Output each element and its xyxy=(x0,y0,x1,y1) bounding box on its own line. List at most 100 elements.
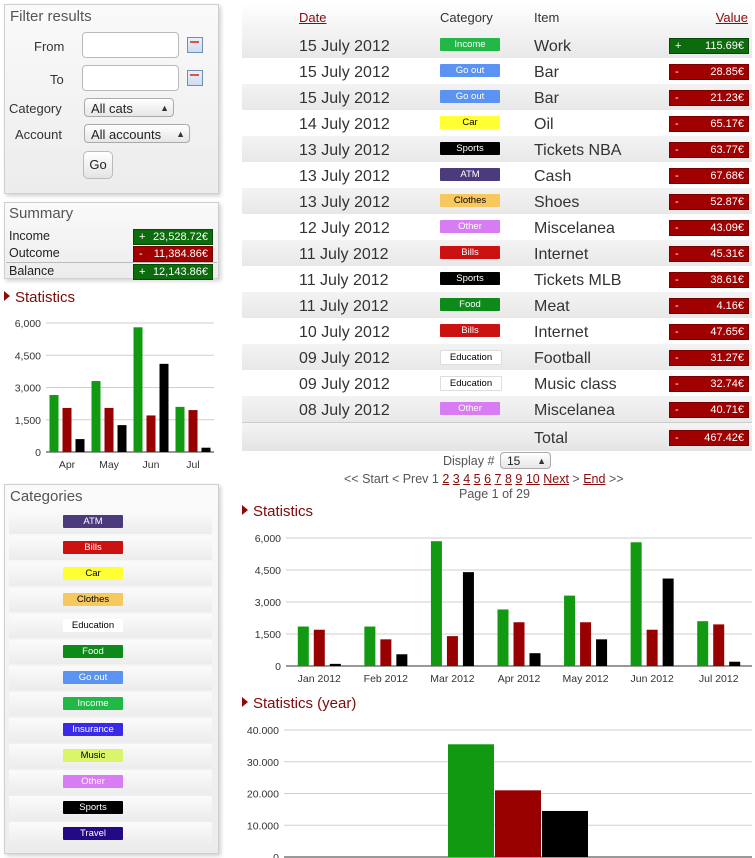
from-label: From xyxy=(34,39,65,54)
chart-bar xyxy=(448,744,494,857)
category-item[interactable]: Travel xyxy=(9,822,212,846)
page-link[interactable]: 7 xyxy=(494,472,502,486)
category-badge: Income xyxy=(63,697,123,710)
page-link[interactable]: 8 xyxy=(504,472,512,486)
row-category-badge: Sports xyxy=(440,272,500,285)
category-item[interactable]: Insurance xyxy=(9,718,212,742)
row-amount: 65.17€ xyxy=(710,118,744,130)
table-row[interactable]: 15 July 2012 Income Work +115.69€ xyxy=(242,32,752,58)
x-tick-label: Jun 2012 xyxy=(631,673,674,685)
to-date-input[interactable] xyxy=(82,65,179,91)
table-row[interactable]: 09 July 2012 Education Football - 31.27€ xyxy=(242,344,752,370)
page-link[interactable]: 2 xyxy=(442,472,450,486)
category-item[interactable]: Income xyxy=(9,692,212,716)
category-item[interactable]: Food xyxy=(9,640,212,664)
summary-sign: + xyxy=(139,231,146,243)
page-link[interactable]: 10 xyxy=(525,472,540,486)
table-row[interactable]: 11 July 2012 Food Meat - 4.16€ xyxy=(242,292,752,318)
summary-value: +12,143.86€ xyxy=(133,264,213,280)
end-link[interactable]: End xyxy=(583,472,606,486)
row-item: Cash xyxy=(534,168,572,185)
x-tick-label: Feb 2012 xyxy=(364,673,409,685)
chart-bar xyxy=(630,542,642,666)
pager-prefix: << Start < Prev xyxy=(344,472,429,486)
table-row[interactable]: 11 July 2012 Bills Internet - 45.31€ xyxy=(242,240,752,266)
category-item[interactable]: Go out xyxy=(9,666,212,690)
category-item[interactable]: Sports xyxy=(9,796,212,820)
category-select[interactable]: All cats ▲ xyxy=(84,98,174,117)
row-amount: 31.27€ xyxy=(710,352,744,364)
chart-bar xyxy=(75,439,85,452)
category-item[interactable]: ATM xyxy=(9,510,212,534)
category-item[interactable]: Music xyxy=(9,744,212,768)
row-amount: 45.31€ xyxy=(710,248,744,260)
x-tick-label: Jun xyxy=(143,459,160,471)
date-column-header[interactable]: Date xyxy=(299,10,327,25)
go-button[interactable]: Go xyxy=(83,151,113,179)
table-header: Date Category Item Value xyxy=(242,4,752,32)
page-link[interactable]: 4 xyxy=(463,472,471,486)
table-row[interactable]: 10 July 2012 Bills Internet - 47.65€ xyxy=(242,318,752,344)
page-link[interactable]: 3 xyxy=(452,472,460,486)
category-badge: Travel xyxy=(63,827,123,840)
page-link[interactable]: 9 xyxy=(515,472,523,486)
table-row[interactable]: 13 July 2012 ATM Cash - 67.68€ xyxy=(242,162,752,188)
category-item[interactable]: Car xyxy=(9,562,212,586)
category-item[interactable]: Education xyxy=(9,614,212,638)
category-item[interactable]: Bills xyxy=(9,536,212,560)
page-info: Page 1 of 29 xyxy=(459,487,530,501)
row-amount: 47.65€ xyxy=(710,326,744,338)
chart-bar xyxy=(117,425,127,452)
category-label: Category xyxy=(9,101,62,116)
table-row[interactable]: 09 July 2012 Education Music class - 32.74€ xyxy=(242,370,752,396)
category-select-value: All cats xyxy=(91,101,133,116)
row-category-badge: Car xyxy=(440,116,500,129)
row-date: 11 July 2012 xyxy=(299,298,389,315)
table-row[interactable]: 13 July 2012 Sports Tickets NBA - 63.77€ xyxy=(242,136,752,162)
calendar-icon[interactable] xyxy=(187,37,203,53)
next-link[interactable]: Next xyxy=(543,472,569,486)
category-badge: Go out xyxy=(63,671,123,684)
table-row[interactable]: 13 July 2012 Clothes Shoes - 52.87€ xyxy=(242,188,752,214)
chart-bar xyxy=(446,636,458,666)
category-item[interactable]: Clothes xyxy=(9,588,212,612)
chart-bar xyxy=(104,407,114,452)
table-row[interactable]: 15 July 2012 Go out Bar - 28.85€ xyxy=(242,58,752,84)
page-link[interactable]: 5 xyxy=(473,472,481,486)
table-row[interactable]: 14 July 2012 Car Oil - 65.17€ xyxy=(242,110,752,136)
value-column-header[interactable]: Value xyxy=(715,10,748,25)
display-count-select[interactable]: 15 ▲ xyxy=(500,452,551,469)
chart-bar xyxy=(662,578,674,666)
triangle-icon xyxy=(242,505,248,515)
page-link[interactable]: 6 xyxy=(484,472,492,486)
account-select[interactable]: All accounts ▲ xyxy=(84,124,190,143)
chart-bar xyxy=(542,810,588,857)
row-item: Internet xyxy=(534,246,589,263)
category-item[interactable]: Other xyxy=(9,770,212,794)
filter-title: Filter results xyxy=(10,8,92,25)
row-item: Bar xyxy=(534,90,559,107)
row-sign: - xyxy=(675,118,679,130)
row-item: Oil xyxy=(534,116,554,133)
chart-bar xyxy=(62,407,72,452)
summary-title: Summary xyxy=(9,205,74,222)
row-date: 11 July 2012 xyxy=(299,246,389,263)
table-row[interactable]: 15 July 2012 Go out Bar - 21.23€ xyxy=(242,84,752,110)
to-label: To xyxy=(50,72,64,87)
calendar-icon[interactable] xyxy=(187,70,203,86)
from-date-input[interactable] xyxy=(82,32,179,58)
row-item: Tickets NBA xyxy=(534,142,622,159)
table-row[interactable]: 12 July 2012 Other Miscelanea - 43.09€ xyxy=(242,214,752,240)
triangle-icon xyxy=(4,291,10,301)
row-amount: 28.85€ xyxy=(710,66,744,78)
table-row[interactable]: 11 July 2012 Sports Tickets MLB - 38.61€ xyxy=(242,266,752,292)
row-date: 10 July 2012 xyxy=(299,324,390,341)
table-row[interactable]: 08 July 2012 Other Miscelanea - 40.71€ xyxy=(242,396,752,422)
left-statistics-label: Statistics xyxy=(15,289,76,306)
summary-value: +23,528.72€ xyxy=(133,229,213,245)
chart-bar xyxy=(646,629,658,666)
row-category-badge: Bills xyxy=(440,324,500,337)
chart-bar xyxy=(364,626,376,666)
row-amount: 52.87€ xyxy=(710,196,744,208)
row-item: Miscelanea xyxy=(534,402,615,419)
